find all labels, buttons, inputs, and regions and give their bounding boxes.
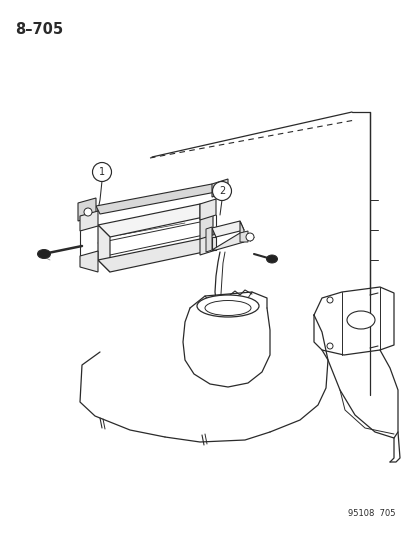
Ellipse shape: [38, 249, 50, 259]
Circle shape: [214, 186, 221, 194]
Polygon shape: [211, 221, 243, 237]
Polygon shape: [98, 225, 110, 272]
Circle shape: [92, 163, 111, 182]
Ellipse shape: [197, 295, 259, 317]
Ellipse shape: [204, 301, 250, 316]
Polygon shape: [240, 231, 247, 242]
Polygon shape: [80, 251, 98, 272]
Circle shape: [212, 182, 231, 200]
Polygon shape: [211, 237, 216, 250]
Text: 8–705: 8–705: [15, 22, 63, 37]
Text: 1: 1: [99, 167, 105, 177]
Polygon shape: [199, 204, 212, 250]
Ellipse shape: [346, 311, 374, 329]
Polygon shape: [211, 179, 228, 197]
Text: 2: 2: [218, 186, 225, 196]
Circle shape: [245, 233, 254, 241]
Polygon shape: [98, 239, 212, 272]
Polygon shape: [240, 221, 243, 242]
Polygon shape: [211, 233, 243, 250]
Polygon shape: [206, 227, 211, 252]
Polygon shape: [199, 199, 216, 220]
Polygon shape: [199, 234, 216, 255]
Circle shape: [84, 208, 92, 216]
Circle shape: [326, 297, 332, 303]
Polygon shape: [96, 184, 216, 214]
Polygon shape: [98, 204, 212, 237]
Ellipse shape: [266, 255, 277, 263]
Polygon shape: [80, 211, 98, 231]
Circle shape: [326, 343, 332, 349]
Text: 95108  705: 95108 705: [348, 509, 395, 518]
Polygon shape: [78, 198, 96, 221]
